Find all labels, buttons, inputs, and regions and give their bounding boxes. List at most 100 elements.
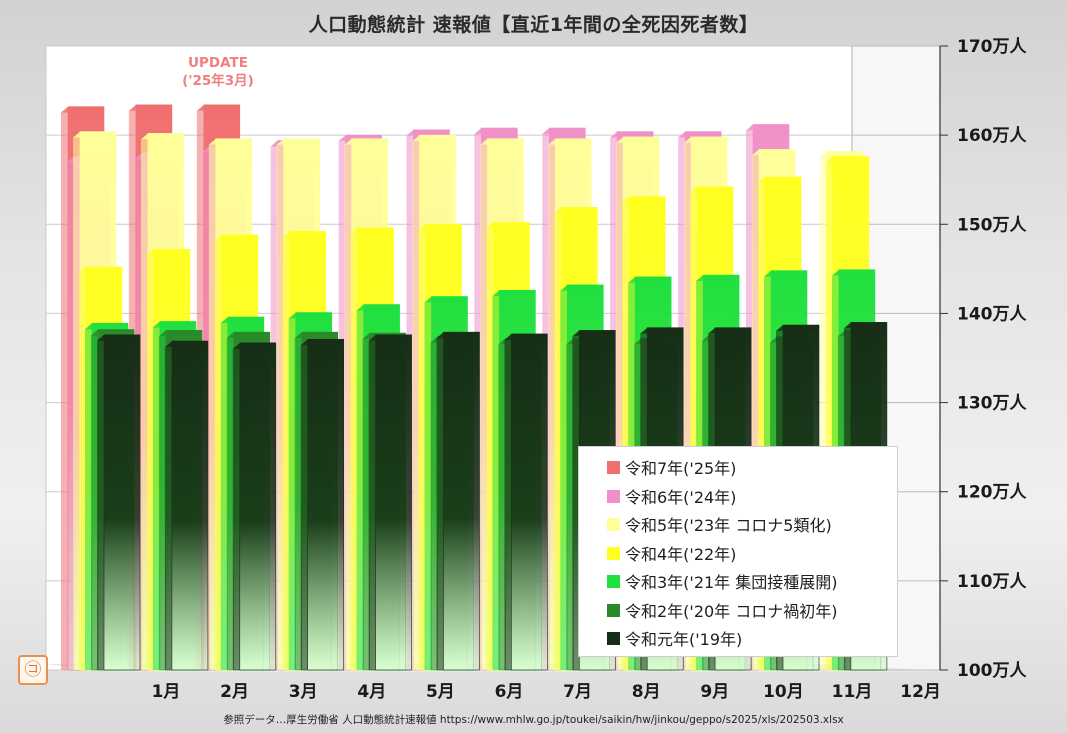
y-tick-label: 160万人 (957, 126, 1027, 146)
bar (443, 331, 480, 671)
bar-side (356, 310, 364, 670)
bar-side (368, 340, 376, 670)
legend-label: 令和6年('24年) (625, 487, 737, 507)
bar-side (430, 342, 438, 670)
y-tick-label: 140万人 (957, 304, 1027, 324)
bar (511, 333, 548, 671)
y-axis-labels: 100万人 110万人 120万人 130万人 140万人 150万人 160万人 170万人 (957, 37, 1027, 681)
legend-item: 令和4年('22年) (579, 539, 897, 568)
bar-side (79, 273, 86, 670)
y-tick-label: 170万人 (957, 37, 1027, 57)
legend-label: 令和5年('23年 コロナ5類化) (625, 516, 832, 536)
bar-side (152, 327, 160, 670)
bar-side (226, 338, 234, 670)
bar-side (97, 340, 104, 670)
bar (103, 334, 141, 671)
legend-item: 令和元年('19年) (579, 624, 897, 653)
bar-side (350, 233, 358, 670)
legend-swatch (607, 632, 620, 645)
bar-side (554, 213, 562, 670)
bar-side (164, 347, 172, 670)
bar-side (480, 144, 488, 671)
legend-item: 令和2年('20年 コロナ禍初年) (579, 596, 897, 625)
bar-side (85, 329, 92, 670)
bar-side (140, 139, 148, 671)
bar-side (232, 348, 240, 670)
legend-item: 令和3年('21年 集団接種展開) (579, 567, 897, 596)
bar-side (208, 144, 216, 671)
x-tick-label: 11月 (832, 682, 873, 702)
y-tick-label: 130万人 (957, 394, 1027, 414)
bar-side (622, 202, 630, 670)
x-tick-label: 10月 (763, 682, 804, 702)
x-axis-labels: 1月 2月 3月 4月 5月 6月 7月 8月 9月 10月 11月 12月 (152, 682, 941, 702)
x-tick-label: 7月 (563, 682, 592, 702)
legend-label: 令和7年('25年) (625, 459, 737, 479)
source-note: 参照データ…厚生労働省 人口動態統計速報値 https://www.mhlw.g… (223, 714, 844, 726)
legend-swatch (607, 518, 620, 531)
update-note: UPDATE ('25年3月) (148, 54, 288, 90)
legend-item: 令和5年('23年 コロナ5類化) (579, 510, 897, 539)
legend-label: 令和2年('20年 コロナ禍初年) (625, 601, 838, 621)
x-tick-label: 5月 (426, 682, 455, 702)
legend-swatch (607, 603, 620, 617)
legend-label: 令和4年('22年) (625, 544, 737, 564)
update-note-line1: UPDATE (188, 55, 248, 71)
bar-side (572, 336, 580, 670)
bar-side (282, 237, 290, 670)
legend-label: 令和3年('21年 集団接種展開) (625, 573, 838, 593)
bar-side (819, 157, 827, 670)
y-tick-label: 120万人 (957, 483, 1027, 503)
bar-side (616, 142, 624, 670)
bar-side (498, 344, 506, 670)
bar-side (220, 322, 228, 670)
chart-title: 人口動態統計 速報値【直近1年間の全死因死者数】 (308, 14, 759, 36)
bar-side (492, 296, 500, 670)
bar-side (214, 240, 222, 671)
bar-side (825, 162, 833, 670)
bar-side (288, 318, 296, 670)
legend-swatch (607, 489, 620, 503)
legend-swatch (607, 575, 620, 588)
bar-side (504, 339, 512, 670)
bar-side (91, 335, 98, 670)
bar-side (752, 155, 759, 671)
bar-side (300, 345, 308, 670)
bar (375, 334, 412, 671)
legend-item: 令和7年('25年) (579, 453, 897, 482)
bar-side (276, 144, 284, 671)
bar-side (436, 338, 444, 670)
bar-side (61, 112, 68, 671)
legend-item: 令和6年('24年) (579, 482, 897, 511)
bar-side (294, 338, 302, 670)
bar-side (418, 230, 426, 671)
x-tick-label: 8月 (632, 682, 661, 702)
bar-side (146, 255, 154, 670)
bar-side (690, 192, 698, 671)
y-tick-label: 150万人 (957, 215, 1027, 235)
circled-character-logo-icon: ㋙ (18, 655, 48, 685)
bar-side (684, 142, 692, 670)
y-tick-label: 100万人 (957, 661, 1027, 681)
legend-swatch (607, 546, 620, 560)
bar-side (67, 162, 74, 670)
update-note-line2: ('25年3月) (182, 73, 254, 89)
bar-side (566, 344, 574, 670)
x-tick-label: 6月 (495, 682, 524, 702)
x-tick-label: 2月 (220, 682, 249, 702)
legend-label: 令和元年('19年) (625, 630, 743, 650)
bar (239, 342, 277, 671)
legend-swatch (607, 461, 620, 474)
bar (171, 340, 209, 671)
y-tick-label: 110万人 (957, 572, 1027, 592)
bar-side (548, 144, 556, 671)
bar-side (424, 302, 432, 670)
bar (307, 338, 345, 671)
bar-side (758, 183, 765, 671)
x-tick-label: 3月 (289, 682, 318, 702)
legend: 令和7年('25年) 令和6年('24年) 令和5年('23年 コロナ5類化) 令和4… (578, 446, 898, 657)
bar-side (158, 336, 166, 670)
bar-side (73, 137, 80, 670)
bar-side (486, 228, 494, 670)
